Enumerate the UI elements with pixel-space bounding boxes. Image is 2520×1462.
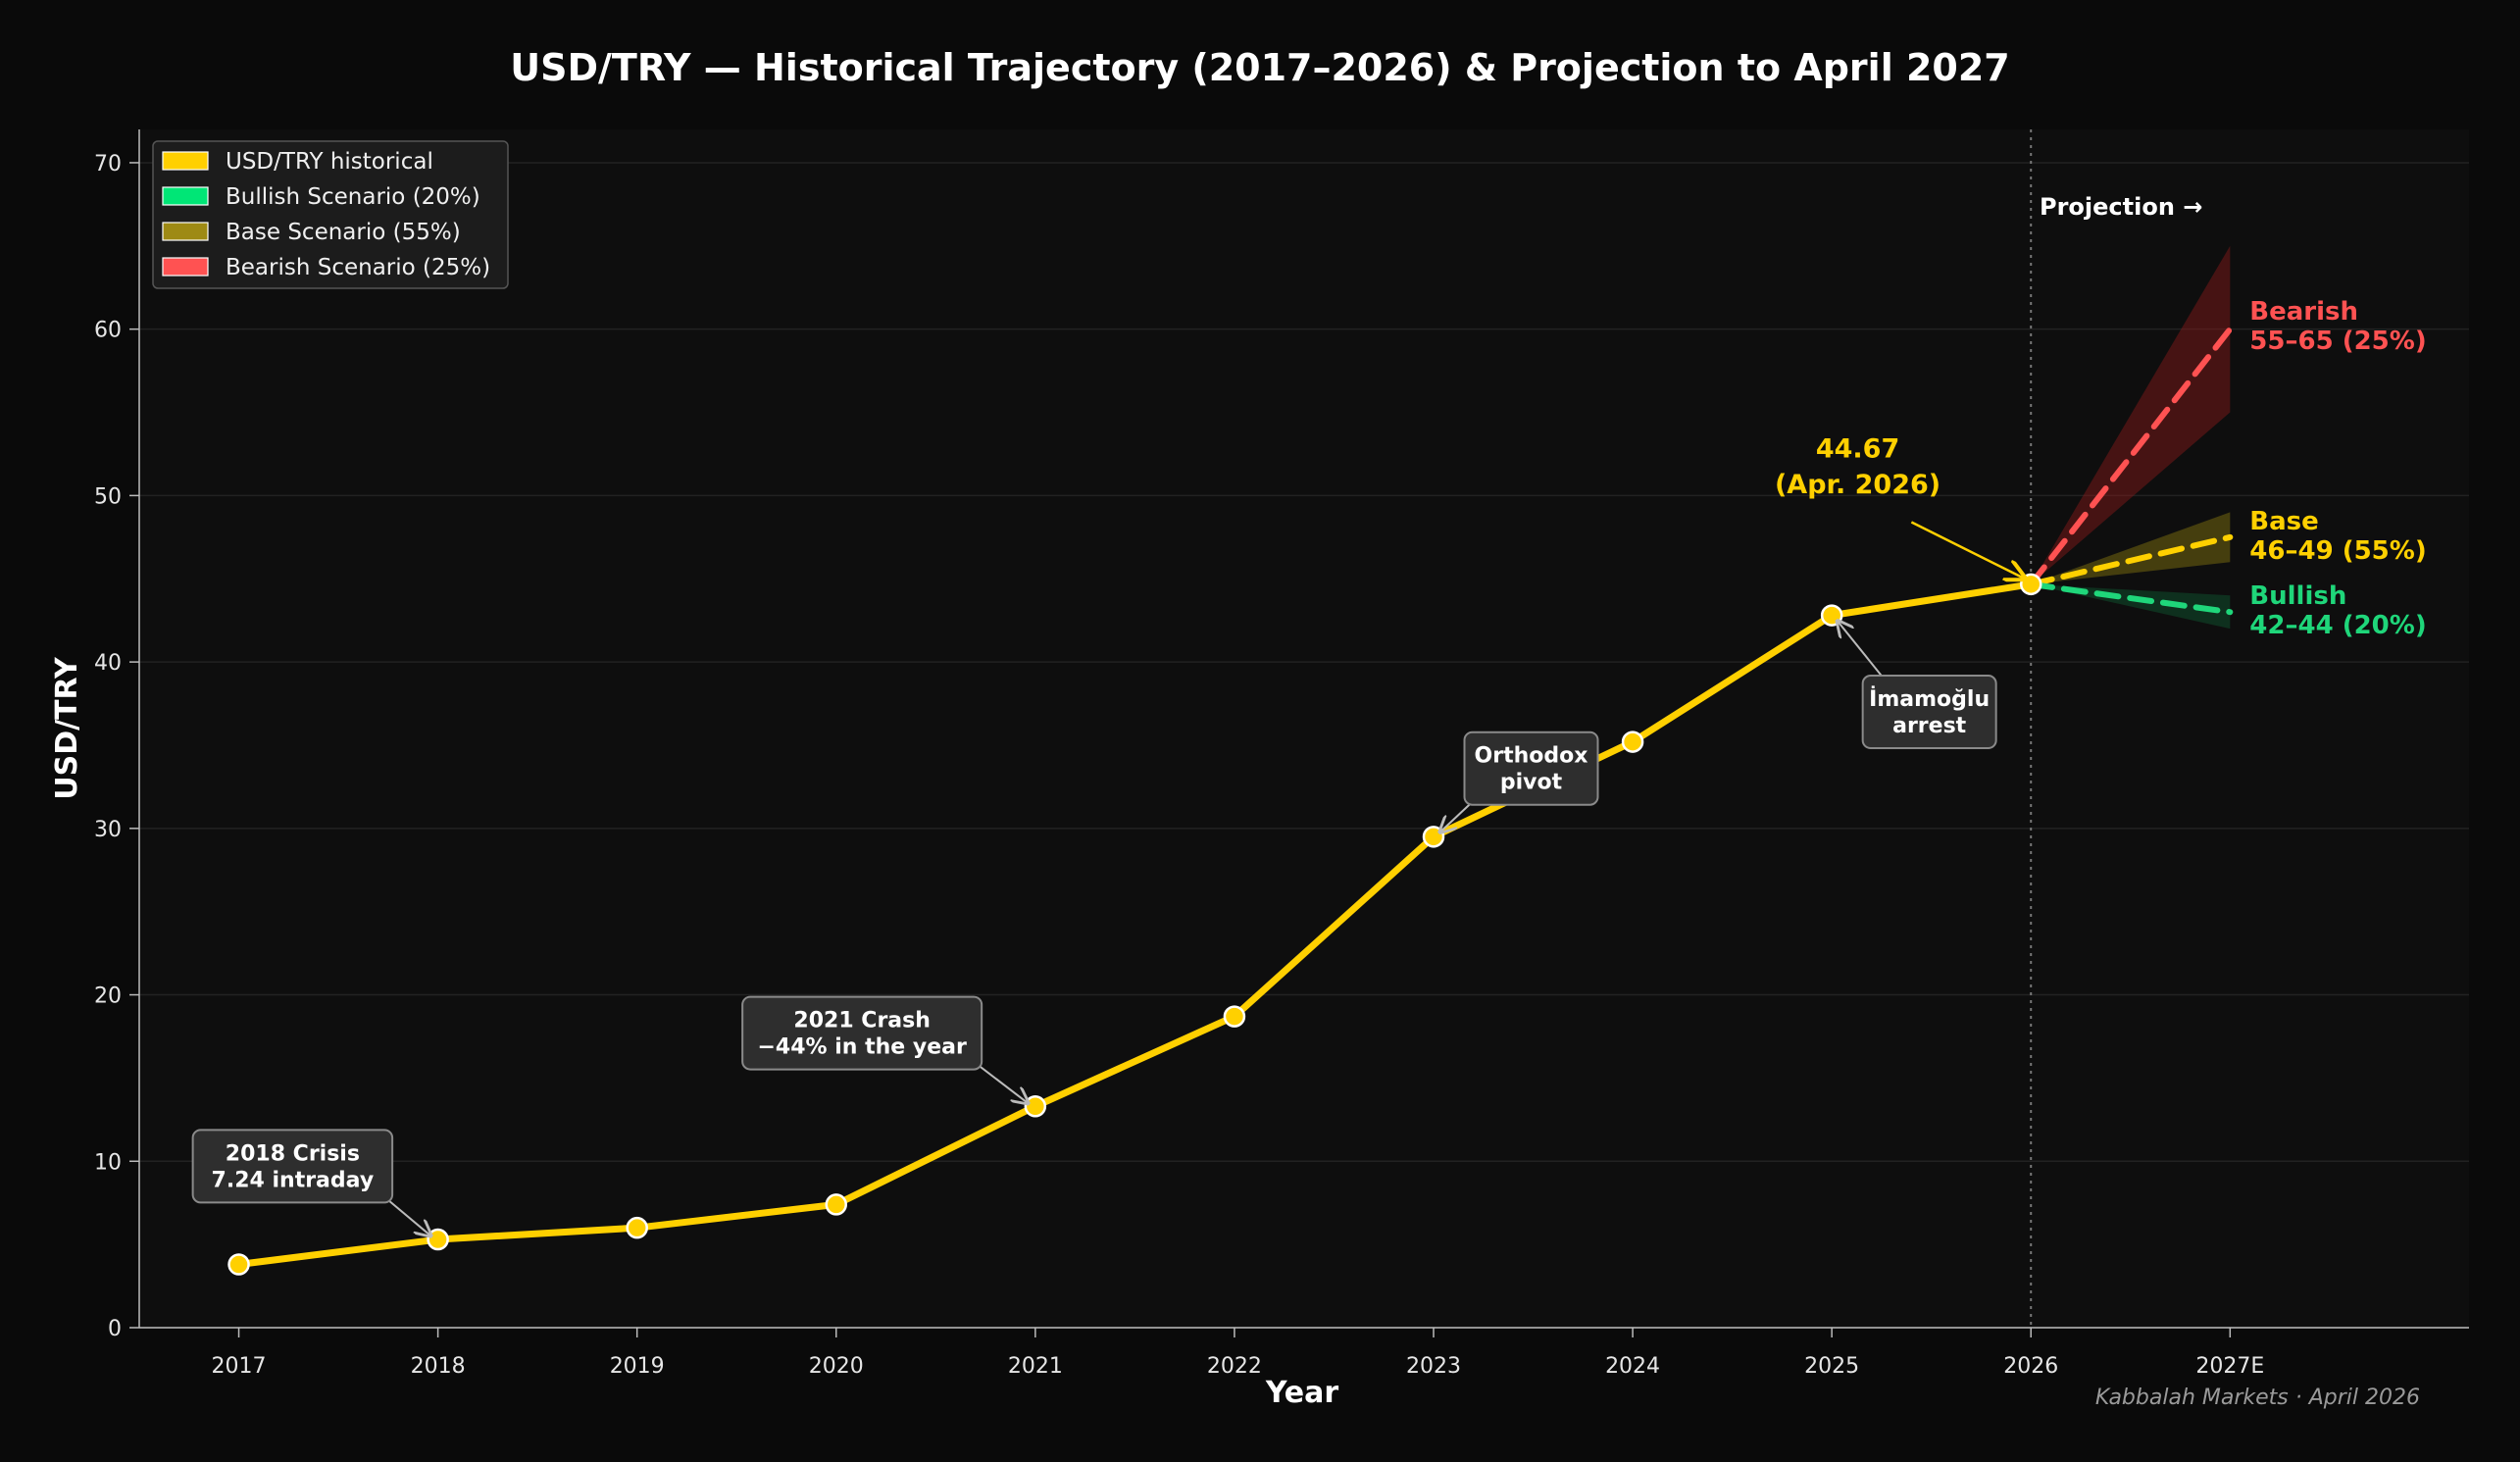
annotation-text: İmamoğlu bbox=[1869, 686, 1990, 712]
annotation-box bbox=[741, 995, 983, 1071]
legend-label: USD/TRY historical bbox=[226, 149, 433, 175]
annotation-text: 2018 Crisis bbox=[226, 1141, 360, 1166]
bullish-scenario-line bbox=[2028, 580, 2234, 616]
bearish-scenario-range: 55–65 (25%) bbox=[2249, 327, 2426, 356]
footer-credit: Kabbalah Markets · April 2026 bbox=[2095, 1386, 2420, 1410]
x-tick-label: 2026 bbox=[2003, 1354, 2058, 1379]
x-axis-title: Year bbox=[1265, 1376, 1339, 1410]
base-scenario-title: Base bbox=[2249, 507, 2318, 536]
annotation-arrow bbox=[1838, 621, 1890, 686]
axes: 0 10 20 30 40 50 60 70 2017 2018 2019 2020 2021 2022 2… bbox=[94, 129, 2469, 1379]
current-value-label: 44.67 bbox=[1816, 433, 1899, 464]
annotation-text: pivot bbox=[1500, 771, 1563, 795]
x-tick-label: 2022 bbox=[1207, 1354, 1262, 1379]
historical-line bbox=[235, 580, 2035, 1269]
projection-label: Projection → bbox=[2040, 193, 2202, 221]
x-tick-label: 2020 bbox=[809, 1354, 864, 1379]
x-tick-label: 2019 bbox=[610, 1354, 665, 1379]
annotation-text: −44% in the year bbox=[757, 1035, 966, 1060]
historical-point bbox=[825, 1193, 848, 1216]
chart-title: USD/TRY — Historical Trajectory (2017–20… bbox=[510, 46, 2009, 89]
legend: USD/TRY historical Bullish Scenario (20%)… bbox=[152, 140, 509, 289]
plot-area bbox=[139, 129, 2469, 1328]
historical-point bbox=[1223, 1005, 1246, 1028]
bullish-scenario-title: Bullish bbox=[2249, 581, 2346, 611]
historical-point bbox=[427, 1228, 449, 1251]
y-tick-label: 0 bbox=[108, 1317, 122, 1341]
historical-point bbox=[1621, 731, 1644, 753]
legend-label: Bearish Scenario (25%) bbox=[226, 255, 490, 280]
legend-swatch bbox=[162, 222, 209, 241]
legend-label: Base Scenario (55%) bbox=[226, 220, 461, 245]
annotation-text: 7.24 intraday bbox=[212, 1168, 375, 1192]
y-tick-label: 60 bbox=[94, 319, 122, 343]
historical-point bbox=[227, 1253, 250, 1276]
bullish-scenario-range: 42–44 (20%) bbox=[2249, 611, 2426, 640]
data-points bbox=[227, 573, 2042, 1276]
annotation-text: Orthodox bbox=[1475, 744, 1588, 769]
legend-swatch bbox=[162, 257, 209, 277]
x-tick-label: 2024 bbox=[1605, 1354, 1660, 1379]
y-tick-label: 20 bbox=[94, 984, 122, 1009]
legend-swatch bbox=[162, 151, 209, 171]
annotation-box bbox=[191, 1129, 394, 1204]
current-date-label: (Apr. 2026) bbox=[1775, 470, 1940, 500]
base-scenario-range: 46–49 (55%) bbox=[2249, 536, 2426, 566]
bearish-band bbox=[2031, 245, 2231, 584]
y-tick-label: 40 bbox=[94, 651, 122, 676]
bullish-band bbox=[2031, 583, 2231, 630]
legend-box bbox=[152, 140, 509, 289]
scenario-bands bbox=[2031, 245, 2231, 630]
y-tick-label: 30 bbox=[94, 818, 122, 842]
x-tick-label: 2027E bbox=[2195, 1354, 2264, 1379]
y-axis-title: USD/TRY bbox=[50, 656, 84, 800]
annotation-box bbox=[1463, 731, 1599, 806]
base-band bbox=[2031, 512, 2231, 584]
series-lines bbox=[235, 326, 2234, 1269]
legend-label: Bullish Scenario (20%) bbox=[226, 184, 480, 210]
annotation-text: 2021 Crash bbox=[793, 1009, 931, 1033]
y-tick-label: 10 bbox=[94, 1150, 122, 1175]
bearish-scenario-line bbox=[2028, 326, 2234, 587]
bearish-scenario-title: Bearish bbox=[2249, 297, 2358, 327]
historical-point bbox=[626, 1216, 648, 1239]
current-value-arrow bbox=[1910, 521, 2025, 580]
y-tick-label: 70 bbox=[94, 152, 122, 176]
annotation-box bbox=[1861, 675, 1997, 750]
historical-point bbox=[1024, 1095, 1047, 1118]
x-tick-label: 2025 bbox=[1804, 1354, 1859, 1379]
base-scenario-line bbox=[2028, 533, 2234, 587]
annotation-text: arrest bbox=[1892, 714, 1967, 738]
x-tick-label: 2017 bbox=[212, 1354, 267, 1379]
x-tick-label: 2023 bbox=[1406, 1354, 1461, 1379]
legend-swatch bbox=[162, 186, 209, 206]
historical-point bbox=[1422, 826, 1445, 848]
x-tick-label: 2021 bbox=[1008, 1354, 1063, 1379]
y-tick-label: 50 bbox=[94, 484, 122, 509]
x-tick-label: 2018 bbox=[411, 1354, 466, 1379]
